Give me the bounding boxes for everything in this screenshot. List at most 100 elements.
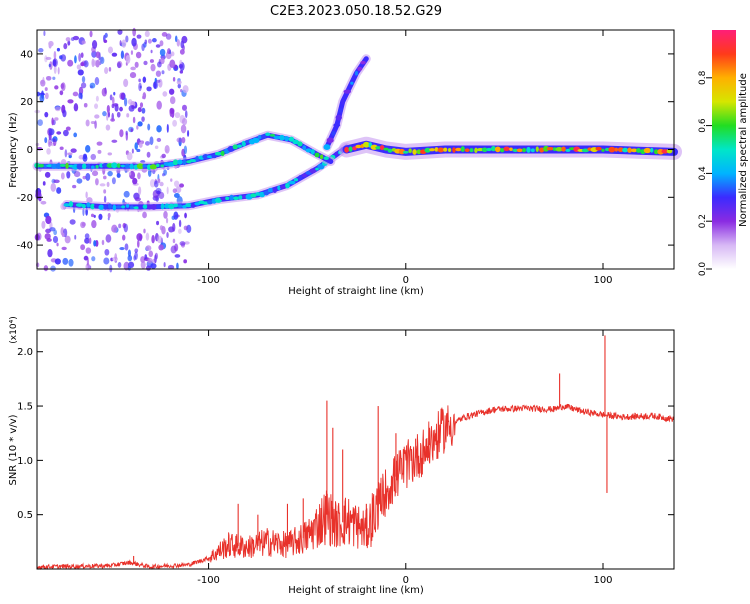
main-trace-blob: [460, 146, 465, 152]
noise-speck: [100, 56, 105, 65]
noise-speck: [127, 254, 133, 262]
upper-branch-blob: [129, 163, 134, 170]
lower-branch-blob: [263, 190, 270, 196]
steep-branch-blob: [333, 123, 341, 128]
noise-speck: [123, 190, 130, 198]
noise-speck: [134, 61, 139, 68]
noise-speck: [151, 38, 157, 43]
noise-speck: [149, 59, 154, 63]
noise-speck: [111, 139, 118, 143]
noise-speck: [172, 76, 176, 82]
main-trace-blob: [469, 148, 474, 153]
noise-speck: [84, 233, 90, 240]
noise-speck: [101, 239, 105, 246]
noise-speck: [44, 137, 48, 144]
main-trace-blob: [362, 141, 370, 148]
noise-speck: [50, 182, 57, 192]
upper-branch-blob: [302, 145, 307, 151]
upper-branch-blob: [86, 163, 91, 169]
noise-speck: [179, 70, 184, 74]
lower-branch-blob: [317, 163, 325, 170]
colorbar-tick-label: 0.4: [698, 166, 708, 181]
main-trace-blob: [565, 148, 571, 152]
lower-branch-blob: [315, 167, 319, 171]
colorbar-tick-label: 0.2: [698, 214, 708, 228]
noise-speck: [104, 32, 108, 38]
noise-speck: [125, 35, 129, 43]
noise-speck: [152, 81, 159, 90]
noise-speck: [145, 245, 152, 251]
noise-speck: [53, 179, 60, 184]
noise-speck: [119, 246, 125, 251]
lower-branch-blob: [250, 193, 257, 198]
noise-speck: [148, 250, 154, 258]
main-trace-blob: [383, 147, 389, 151]
noise-speck: [85, 191, 88, 199]
noise-speck: [91, 40, 98, 49]
main-trace-blob: [452, 147, 456, 153]
noise-speck: [144, 30, 150, 38]
noise-speck: [106, 104, 110, 114]
noise-speck: [116, 173, 121, 178]
y-tick-label: 0: [27, 145, 33, 156]
main-trace-blob: [379, 145, 385, 151]
y-tick-label: 1.0: [17, 456, 33, 467]
noise-speck: [142, 92, 147, 100]
noise-speck: [90, 120, 96, 125]
noise-speck: [107, 170, 113, 177]
noise-speck: [141, 116, 145, 122]
colorbar-ticks: 0.0 0.2 0.4 0.6 0.8: [698, 70, 712, 276]
noise-speck: [126, 113, 130, 118]
noise-speck: [172, 222, 176, 232]
upper-branch-blob: [189, 158, 197, 163]
noise-speck: [67, 152, 73, 156]
noise-speck: [65, 37, 71, 42]
steep-branch-blob: [360, 60, 366, 65]
spectrogram-x-label: Height of straight line (km): [288, 286, 424, 297]
noise-speck: [131, 148, 134, 154]
main-trace-blob: [490, 145, 496, 152]
noise-speck: [146, 86, 152, 92]
noise-speck: [155, 70, 162, 77]
noise-speck: [105, 124, 111, 131]
noise-speck: [113, 103, 119, 107]
noise-speck: [83, 103, 88, 108]
noise-speck: [103, 195, 107, 203]
main-trace-blob: [627, 147, 632, 153]
noise-speck: [159, 181, 164, 187]
noise-speck: [144, 39, 148, 45]
snr-y-label: SNR (10 * v/v): [8, 414, 19, 485]
noise-speck: [111, 52, 118, 57]
noise-speck: [76, 64, 82, 70]
upper-branch-blob: [279, 134, 285, 141]
upper-branch-blob: [310, 149, 315, 155]
noise-speck: [178, 64, 183, 69]
noise-speck: [132, 27, 137, 37]
lower-branch-blob: [287, 180, 296, 185]
snr-x-label: Height of straight line (km): [288, 585, 424, 596]
main-trace-blob: [630, 148, 638, 153]
upper-branch-blob: [265, 132, 271, 136]
noise-speck: [163, 262, 166, 268]
noise-speck: [103, 257, 110, 265]
steep-branch-blob: [354, 71, 359, 76]
noise-speck: [68, 154, 72, 159]
noise-speck: [174, 35, 178, 43]
noise-speck: [149, 179, 156, 188]
noise-speck: [113, 91, 116, 96]
noise-speck: [116, 111, 121, 118]
noise-speck: [122, 234, 126, 241]
noise-speck: [117, 262, 122, 268]
noise-speck: [83, 60, 89, 68]
upper-branch-blob: [232, 144, 239, 150]
main-trace-blob: [443, 147, 448, 152]
upper-branch-blob: [177, 159, 183, 165]
noise-speck: [134, 142, 138, 150]
noise-speck: [54, 106, 61, 112]
noise-speck: [161, 70, 165, 75]
noise-speck: [155, 44, 161, 48]
noise-speck: [176, 137, 183, 143]
noise-speck: [109, 94, 113, 101]
noise-speck: [80, 82, 87, 89]
